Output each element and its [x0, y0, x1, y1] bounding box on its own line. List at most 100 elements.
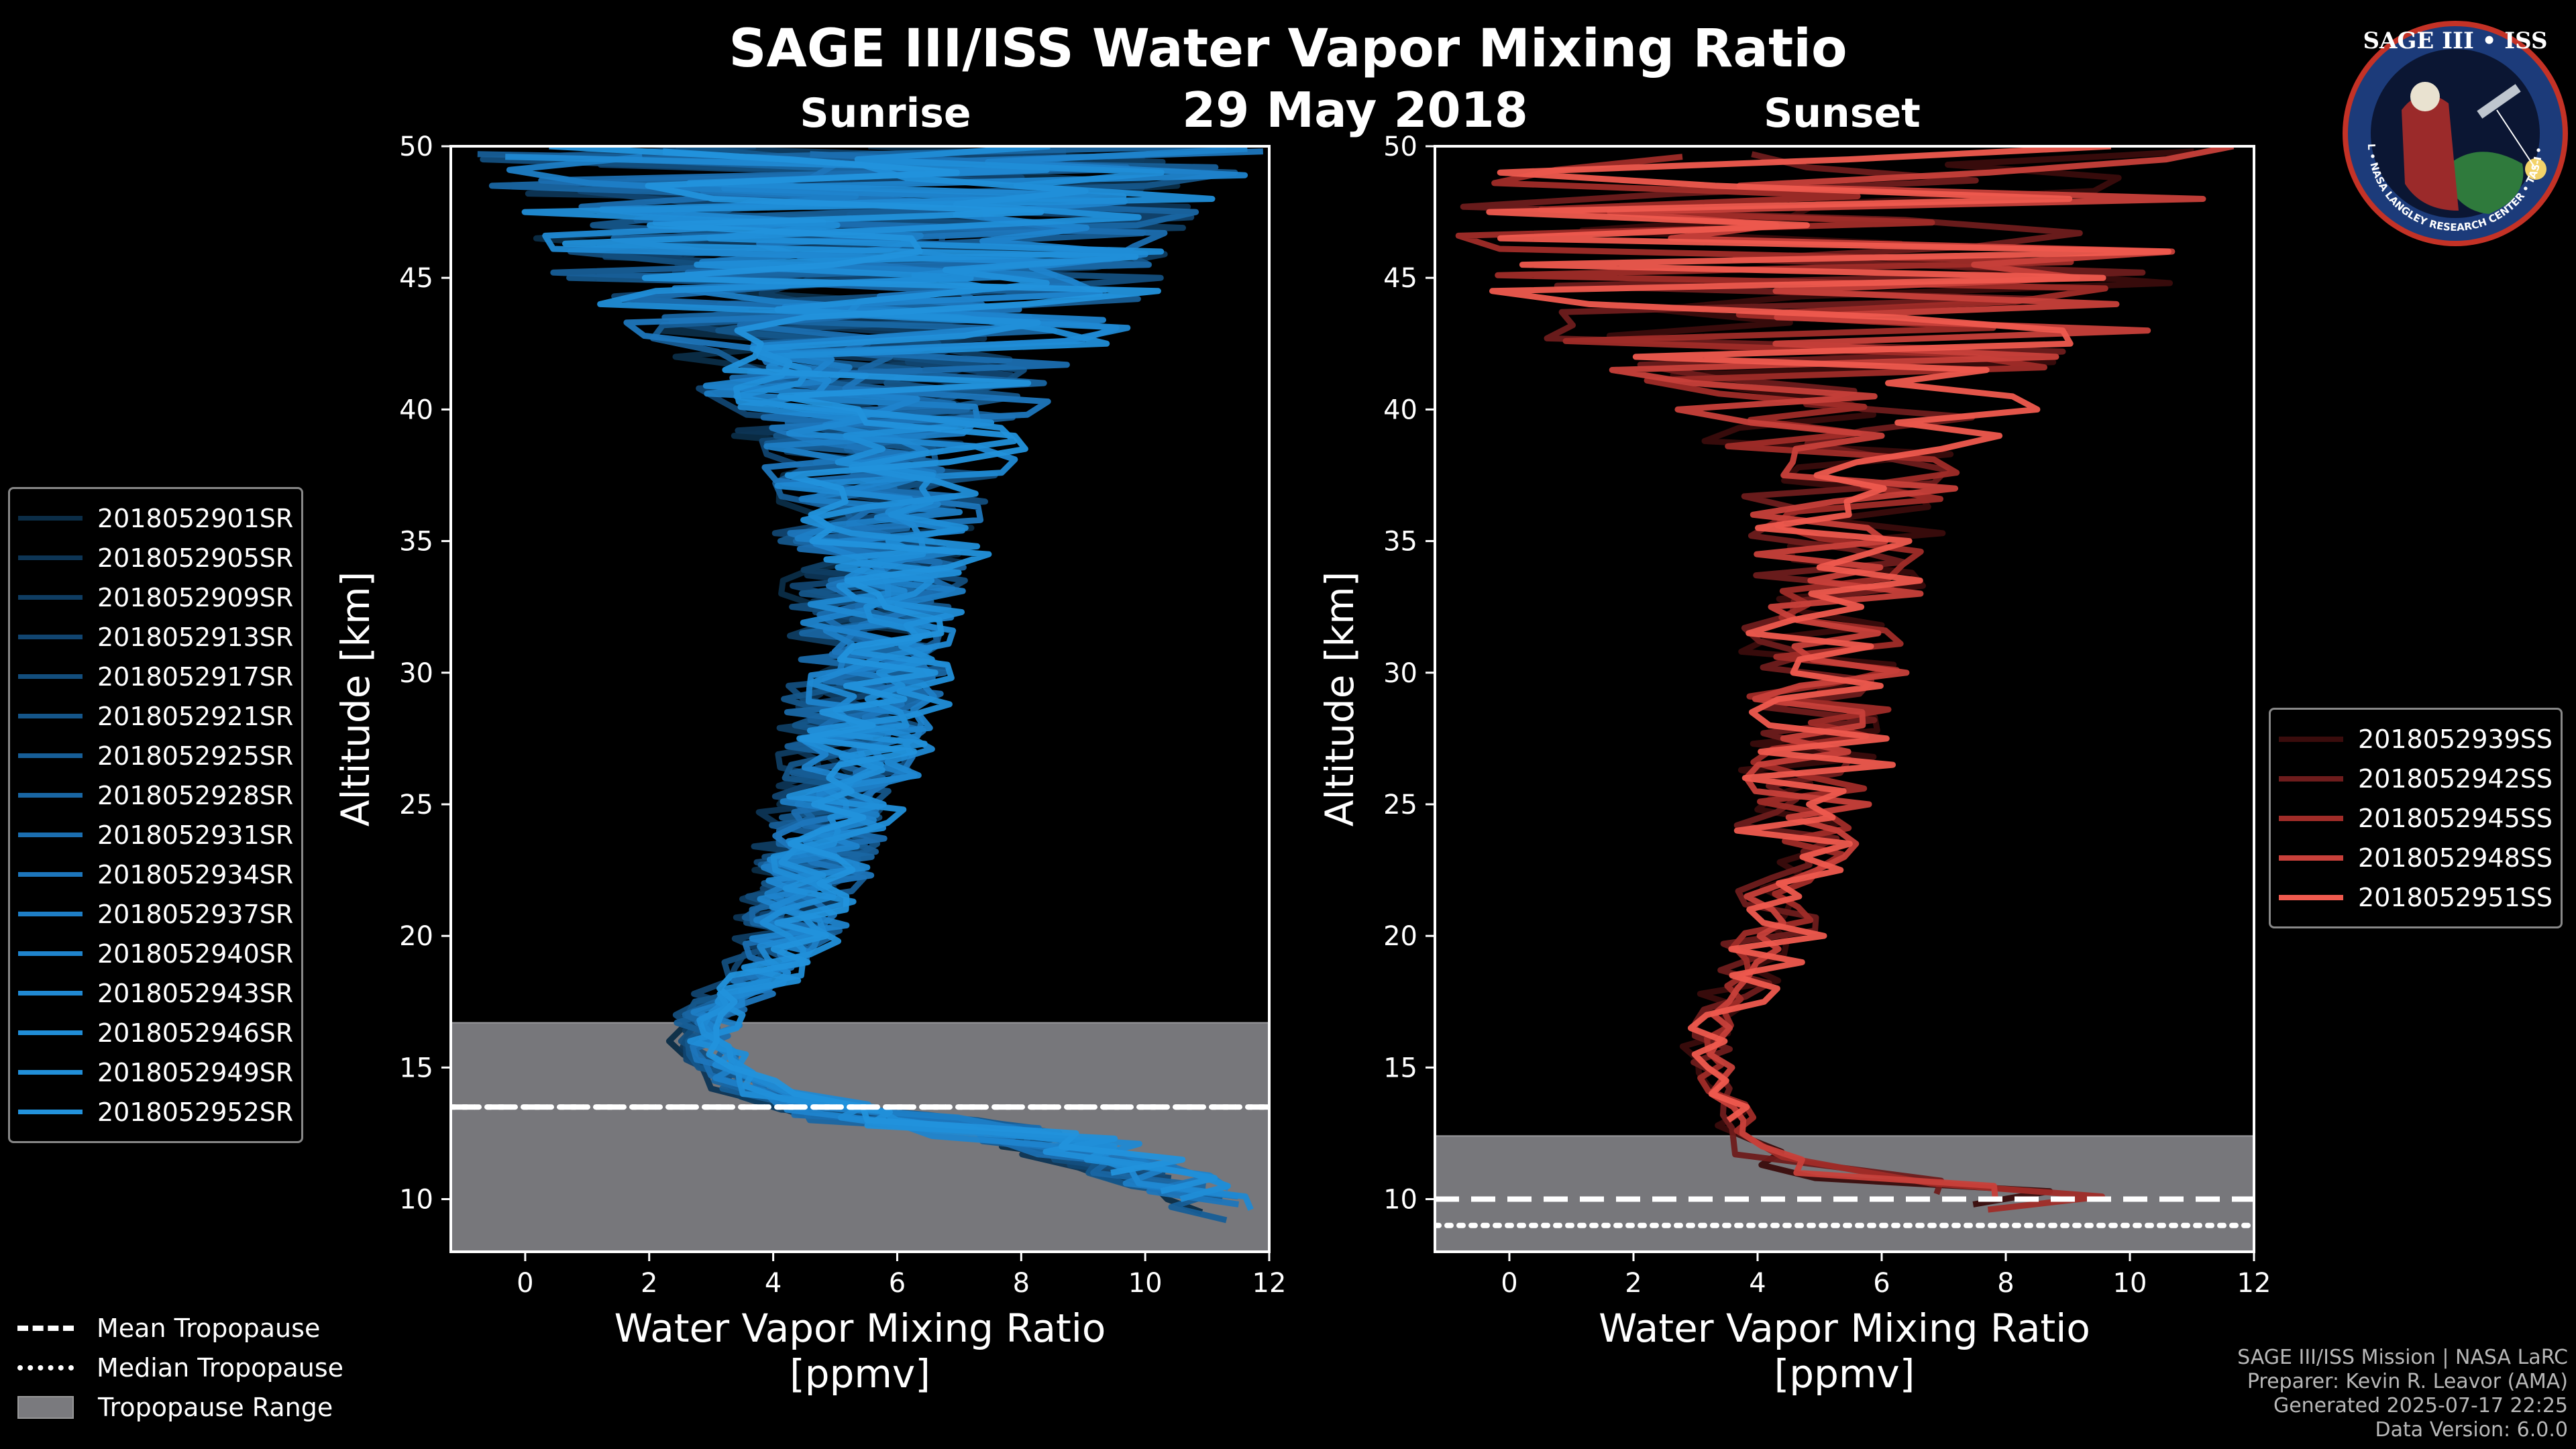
date-title: 29 May 2018: [1182, 82, 1528, 138]
legend-row-tropopause-range: Tropopause Range: [17, 1387, 343, 1427]
y-axis-label: Altitude [km]: [1317, 572, 1362, 826]
legend-label: Tropopause Range: [98, 1392, 333, 1422]
legend-item-2018052945SS: 2018052945SS: [2279, 798, 2553, 838]
x-tick-label: 12: [1252, 1268, 1287, 1299]
dashed-line-swatch: [17, 1325, 74, 1331]
profile-line-2018052948SS: [1607, 146, 2235, 1199]
x-axis-label: Water Vapor Mixing Ratio: [614, 1305, 1106, 1351]
credit-line: Generated 2025-07-17 22:25: [2273, 1394, 2568, 1417]
x-tick-label: 10: [1128, 1268, 1163, 1299]
y-tick-label: 40: [399, 394, 433, 425]
legend-item-2018052925SR: 2018052925SR: [18, 736, 293, 775]
legend-item-2018052921SR: 2018052921SR: [18, 696, 293, 736]
legend-swatch: [18, 1030, 83, 1035]
legend-item-2018052901SR: 2018052901SR: [18, 498, 293, 538]
legend-label: 2018052905SR: [97, 543, 294, 573]
legend-swatch: [2279, 736, 2343, 742]
y-tick-label: 45: [1383, 263, 1417, 294]
legend-item-2018052917SR: 2018052917SR: [18, 657, 293, 696]
legend-label: 2018052943SR: [97, 978, 294, 1008]
profiles-group: [1435, 146, 2254, 1228]
legend-item-2018052942SS: 2018052942SS: [2279, 759, 2553, 798]
sunrise-panel-title: Sunrise: [800, 90, 971, 137]
legend-item-2018052934SR: 2018052934SR: [18, 855, 293, 894]
legend-swatch: [18, 793, 83, 798]
y-tick-label: 30: [1383, 658, 1417, 689]
legend-label: 2018052928SR: [97, 780, 294, 810]
legend-item-2018052931SR: 2018052931SR: [18, 815, 293, 855]
legend-label: 2018052949SR: [97, 1057, 294, 1087]
legend-swatch: [18, 833, 83, 837]
x-axis-label: Water Vapor Mixing Ratio: [1599, 1305, 2090, 1351]
legend-swatch: [18, 1070, 83, 1075]
legend-label: 2018052951SS: [2358, 882, 2553, 912]
logo-sage-head-icon: [2410, 82, 2440, 111]
legend-label: 2018052913SR: [97, 622, 294, 652]
sage-iii-iss-mission-logo: SAGE III • ISS BALL • NASA LANGLEY RESEA…: [2341, 9, 2568, 246]
legend-item-2018052905SR: 2018052905SR: [18, 538, 293, 578]
x-tick-label: 2: [641, 1268, 657, 1299]
sunset-legend: 2018052939SS 2018052942SS 2018052945SS 2018…: [2269, 708, 2563, 928]
logo-earth-icon: [2442, 152, 2524, 214]
main-title: SAGE III/ISS Water Vapor Mixing Ratio: [729, 19, 1847, 79]
y-tick-label: 50: [399, 131, 433, 162]
legend-row-mean-tropopause: Mean Tropopause: [17, 1308, 343, 1348]
legend-label: Median Tropopause: [97, 1352, 343, 1383]
legend-item-2018052946SR: 2018052946SR: [18, 1013, 293, 1053]
x-tick-label: 12: [2237, 1268, 2271, 1299]
legend-item-2018052952SR: 2018052952SR: [18, 1092, 293, 1132]
legend-label: 2018052934SR: [97, 859, 294, 890]
legend-label: 2018052939SS: [2358, 724, 2553, 754]
legend-swatch: [2279, 815, 2343, 821]
sunrise-legend: 2018052901SR 2018052905SR 2018052909SR 2018…: [8, 487, 304, 1143]
legend-swatch: [2279, 894, 2343, 900]
profile-line-2018052952SR: [549, 146, 1186, 1176]
y-tick-label: 25: [1383, 790, 1417, 820]
y-tick-label: 10: [399, 1185, 433, 1216]
legend-swatch: [18, 595, 83, 600]
legend-label: 2018052952SR: [97, 1097, 294, 1127]
profile-line-2018052949SR: [562, 148, 1218, 1195]
legend-label: 2018052901SR: [97, 503, 294, 533]
sunrise-plot: 0 2 4 6 8 10 12 10 15 20 25 30 35 40 45 50 Water Vapor M…: [333, 131, 1286, 1397]
legend-swatch: [18, 1110, 83, 1114]
x-tick-label: 0: [1501, 1268, 1517, 1299]
legend-label: 2018052921SR: [97, 701, 294, 731]
x-axis-unit-label: [ppmv]: [790, 1351, 930, 1397]
plot-frame: [1434, 145, 2255, 1253]
logo-title: SAGE III • ISS: [2363, 28, 2547, 54]
plot-frame: [449, 145, 1271, 1253]
legend-swatch: [18, 991, 83, 996]
legend-item-2018052940SR: 2018052940SR: [18, 934, 293, 973]
credit-line: Data Version: 6.0.0: [2375, 1418, 2568, 1442]
y-tick-label: 30: [399, 658, 433, 689]
y-axis-label: Altitude [km]: [333, 572, 378, 826]
credit-line: Preparer: Kevin R. Leavor (AMA): [2247, 1370, 2568, 1393]
legend-swatch: [18, 635, 83, 639]
logo-iss-icon: [2477, 84, 2521, 119]
x-tick-label: 6: [889, 1268, 906, 1299]
logo-beam-icon: [2496, 109, 2536, 170]
legend-swatch: [18, 714, 83, 718]
legend-label: 2018052945SS: [2358, 803, 2553, 833]
legend-label: 2018052909SR: [97, 582, 294, 612]
x-tick-label: 8: [1997, 1268, 2014, 1299]
sunset-panel-title: Sunset: [1764, 90, 1921, 137]
credit-line: SAGE III/ISS Mission | NASA LaRC: [2237, 1346, 2568, 1369]
y-tick-label: 25: [399, 790, 433, 820]
y-tick-label: 45: [399, 263, 433, 294]
y-tick-label: 15: [1383, 1053, 1417, 1083]
x-tick-label: 0: [517, 1268, 533, 1299]
legend-item-2018052939SS: 2018052939SS: [2279, 719, 2553, 759]
profile-line-2018052951SS: [1486, 146, 2171, 1123]
legend-item-2018052948SS: 2018052948SS: [2279, 838, 2553, 877]
legend-row-median-tropopause: Median Tropopause: [17, 1348, 343, 1387]
legend-item-2018052937SR: 2018052937SR: [18, 894, 293, 934]
legend-swatch: [18, 674, 83, 679]
legend-item-2018052909SR: 2018052909SR: [18, 578, 293, 617]
logo-sage-figure-icon: [2402, 95, 2459, 211]
legend-label: Mean Tropopause: [97, 1313, 321, 1343]
legend-label: 2018052931SR: [97, 820, 294, 850]
y-tick-label: 50: [1383, 131, 1417, 162]
x-axis-unit-label: [ppmv]: [1774, 1351, 1915, 1397]
